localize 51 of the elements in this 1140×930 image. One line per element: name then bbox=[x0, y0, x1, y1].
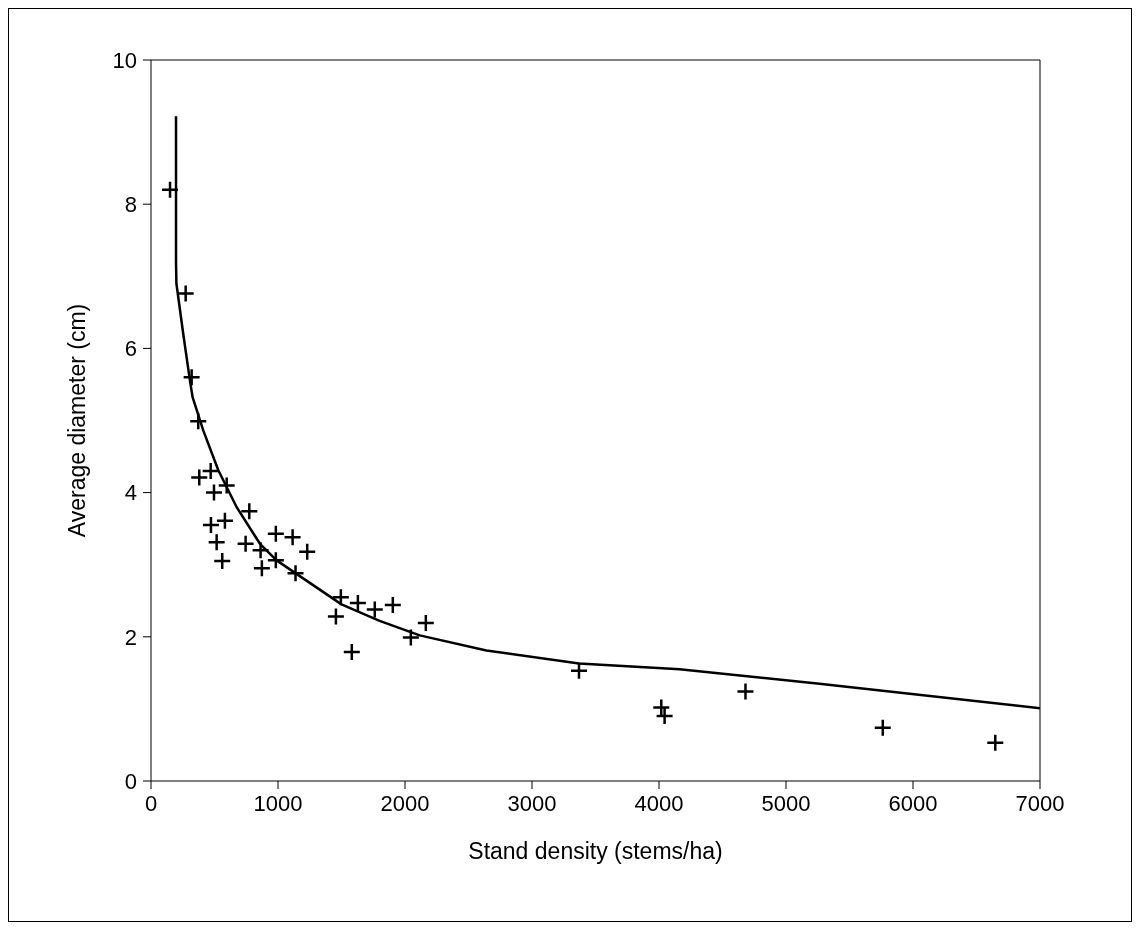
x-tick-label: 3000 bbox=[507, 790, 557, 816]
x-tick-label: 5000 bbox=[761, 790, 811, 816]
point bbox=[348, 593, 368, 613]
point bbox=[252, 559, 272, 578]
y-tick-label: 10 bbox=[112, 47, 137, 73]
point bbox=[217, 476, 236, 495]
y-tick-label: 2 bbox=[124, 624, 137, 650]
y-tick-label: 0 bbox=[124, 768, 137, 794]
x-tick-label: 2000 bbox=[380, 790, 430, 816]
y-tick-label: 8 bbox=[124, 192, 137, 218]
point bbox=[240, 502, 259, 521]
point bbox=[655, 706, 674, 726]
point bbox=[188, 411, 208, 431]
point bbox=[986, 733, 1005, 753]
point bbox=[873, 718, 893, 737]
point bbox=[251, 541, 270, 560]
x-axis-title: Stand density (stems/ha) bbox=[468, 838, 723, 864]
point bbox=[204, 483, 224, 502]
point bbox=[266, 524, 286, 543]
point bbox=[266, 551, 286, 570]
point bbox=[342, 642, 362, 662]
point bbox=[176, 284, 195, 303]
point bbox=[326, 607, 346, 626]
point bbox=[383, 595, 403, 615]
point bbox=[652, 698, 671, 717]
point bbox=[207, 533, 226, 552]
y-tick-label: 6 bbox=[124, 336, 137, 362]
point bbox=[215, 511, 235, 530]
point bbox=[286, 564, 305, 583]
point bbox=[236, 534, 255, 554]
x-tick-label: 4000 bbox=[634, 790, 684, 816]
point bbox=[569, 661, 589, 680]
x-tick-label: 0 bbox=[144, 790, 158, 816]
point bbox=[201, 515, 221, 535]
point bbox=[190, 468, 209, 487]
point bbox=[736, 682, 755, 701]
point bbox=[401, 628, 421, 647]
point bbox=[297, 542, 317, 561]
point bbox=[365, 600, 385, 619]
point bbox=[201, 461, 220, 481]
point bbox=[331, 587, 351, 607]
point bbox=[213, 551, 232, 571]
point bbox=[416, 613, 436, 633]
y-tick-label: 4 bbox=[124, 480, 137, 506]
x-tick-label: 6000 bbox=[888, 790, 938, 816]
y-axis-title: Average diameter (cm) bbox=[64, 303, 91, 538]
point bbox=[160, 180, 180, 200]
x-tick-label: 7000 bbox=[1015, 790, 1065, 816]
x-tick-label: 1000 bbox=[253, 790, 303, 816]
point bbox=[182, 367, 201, 387]
point bbox=[283, 528, 302, 547]
